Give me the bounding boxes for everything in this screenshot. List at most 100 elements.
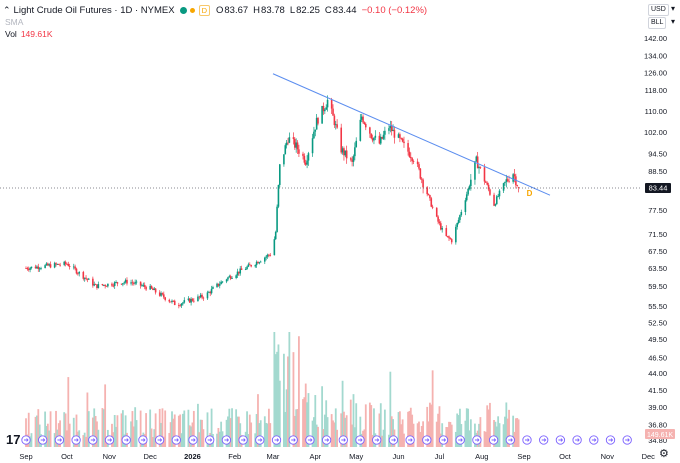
volume-bar [403,433,405,447]
trendline[interactable] [272,73,551,196]
candle [298,144,300,158]
candle [349,157,352,162]
volume-bar [516,418,519,447]
time-tick-label: Dec [144,452,158,461]
unit-dropdown-icon[interactable]: ▾ [671,17,676,26]
event-marker-icon[interactable] [54,435,65,445]
volume-bar [438,406,441,447]
volume-bar [202,429,205,447]
event-marker-icon[interactable] [338,435,348,445]
candle [468,184,471,191]
event-marker-icon[interactable] [455,435,465,445]
tradingview-logo-icon[interactable]: 17 [6,432,21,447]
volume-bar [479,417,482,447]
event-marker-icon[interactable] [355,435,365,445]
event-marker-icon[interactable] [288,435,298,445]
candle [34,264,37,269]
volume-indicator[interactable]: Vol 149.61K [5,29,53,39]
event-marker-icon[interactable] [622,435,632,445]
candle [111,282,113,287]
event-marker-icon[interactable] [88,435,98,445]
candle [411,157,413,165]
candle [78,271,81,277]
volume-bar [435,421,438,447]
candle [351,156,353,167]
volume-bar [502,424,505,447]
volume-bar [407,411,409,447]
event-marker-icon[interactable] [205,435,215,445]
candle [48,263,50,267]
volume-bar [484,431,487,447]
event-marker-icon[interactable] [372,435,382,445]
event-marker-icon[interactable] [321,435,332,445]
event-marker-icon[interactable] [505,435,515,445]
event-marker-icon[interactable] [488,435,499,445]
settings-gear-icon[interactable]: ⚙ [659,448,669,460]
event-marker-icon[interactable] [555,435,566,445]
volume-bar [412,423,415,447]
collapse-chevron-icon[interactable]: ⌃ [3,4,11,15]
event-marker-icon[interactable] [405,435,415,445]
volume-bar [313,417,315,447]
event-marker-icon[interactable] [605,435,616,445]
candle [229,274,232,281]
candle [45,262,48,266]
event-marker-icon[interactable] [255,435,265,445]
volume-bar [199,419,202,447]
candle [126,277,128,286]
event-marker-icon[interactable] [589,435,599,445]
candle [169,301,172,303]
event-marker-icon[interactable] [104,435,115,445]
volume-bar [333,422,336,447]
event-marker-icon[interactable] [271,435,282,445]
candle [440,220,442,231]
event-marker-icon[interactable] [472,435,482,445]
event-marker-icon[interactable] [238,435,248,445]
event-marker-icon[interactable] [305,435,315,445]
event-marker-icon[interactable] [38,435,48,445]
event-marker-icon[interactable] [422,435,432,445]
event-marker-icon[interactable] [388,435,399,445]
volume-bar [321,386,324,447]
volume-bar [489,402,491,447]
candle [152,287,154,291]
candle [476,151,479,169]
price-axis[interactable] [640,0,680,463]
event-marker-icon[interactable] [71,435,81,445]
volume-bar [276,351,278,447]
candle [206,290,209,300]
symbol-title[interactable]: Light Crude Oil Futures · 1D · NYMEX [13,4,175,16]
unit-button[interactable]: BLL [648,17,667,29]
delayed-badge[interactable]: D [198,4,210,16]
price-tick-label: 39.00 [648,403,667,412]
event-marker-icon[interactable] [21,435,31,445]
volume-bar [317,426,319,447]
price-tick-label: 118.00 [645,86,667,95]
event-marker-icon[interactable] [221,435,232,445]
event-marker-icon[interactable] [188,435,198,445]
volume-bar [390,416,393,447]
event-marker-icon[interactable] [138,435,148,445]
time-tick-label: Aug [475,452,488,461]
volume-bar [379,403,382,447]
candle [381,136,383,140]
candle [250,264,252,268]
event-marker-icon[interactable] [572,435,582,445]
currency-dropdown-icon[interactable]: ▾ [671,4,676,13]
candle [336,119,338,129]
event-marker-icon[interactable] [171,435,181,445]
change-value: −0.10 (−0.12%) [361,4,428,16]
volume-bar [34,416,37,447]
sma-indicator-label[interactable]: SMA [5,17,24,27]
event-marker-icon[interactable] [539,435,549,445]
event-marker-icon[interactable] [154,435,165,445]
candle [322,102,325,115]
volume-bar [115,426,117,447]
event-marker-icon[interactable] [121,435,131,445]
event-marker-icon[interactable] [522,435,532,445]
volume-bar [498,423,501,447]
currency-button[interactable]: USD [648,4,669,16]
volume-bar [493,419,495,447]
event-marker-icon[interactable] [438,435,449,445]
